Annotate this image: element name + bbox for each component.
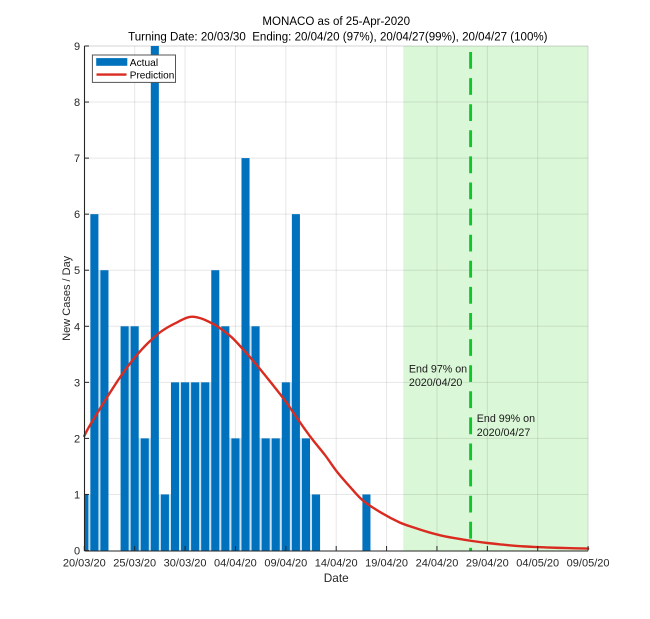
svg-text:Prediction: Prediction (130, 70, 174, 81)
svg-text:29/04/20: 29/04/20 (466, 557, 509, 569)
svg-text:19/04/20: 19/04/20 (365, 557, 408, 569)
svg-text:Actual: Actual (130, 58, 158, 69)
svg-text:MONACO as of 25-Apr-2020: MONACO as of 25-Apr-2020 (262, 16, 410, 28)
svg-text:2020/04/27: 2020/04/27 (477, 427, 531, 439)
svg-text:25/03/20: 25/03/20 (113, 557, 156, 569)
svg-text:New Cases / Day: New Cases / Day (61, 255, 73, 340)
svg-text:End 97% on: End 97% on (409, 363, 467, 375)
svg-text:2: 2 (74, 433, 80, 445)
svg-text:9: 9 (74, 41, 80, 53)
svg-text:30/03/20: 30/03/20 (164, 557, 207, 569)
svg-text:04/05/20: 04/05/20 (516, 557, 559, 569)
svg-text:14/04/20: 14/04/20 (315, 557, 358, 569)
svg-text:3: 3 (74, 377, 80, 389)
svg-text:Date: Date (324, 571, 349, 585)
svg-text:6: 6 (74, 209, 80, 221)
svg-text:1: 1 (74, 489, 80, 501)
svg-text:09/05/20: 09/05/20 (567, 557, 610, 569)
svg-text:2020/04/20: 2020/04/20 (409, 377, 463, 389)
svg-text:Turning Date: 20/03/30 Ending: Turning Date: 20/03/30 Ending: 20/04/20 … (128, 31, 548, 43)
svg-text:09/04/20: 09/04/20 (264, 557, 307, 569)
svg-text:20/03/20: 20/03/20 (63, 557, 106, 569)
svg-text:5: 5 (74, 265, 80, 277)
svg-text:04/04/20: 04/04/20 (214, 557, 257, 569)
svg-text:7: 7 (74, 153, 80, 165)
svg-text:End 99% on: End 99% on (477, 413, 535, 425)
svg-text:0: 0 (74, 546, 80, 558)
svg-text:4: 4 (74, 321, 80, 333)
svg-text:24/04/20: 24/04/20 (416, 557, 459, 569)
svg-text:8: 8 (74, 97, 80, 109)
